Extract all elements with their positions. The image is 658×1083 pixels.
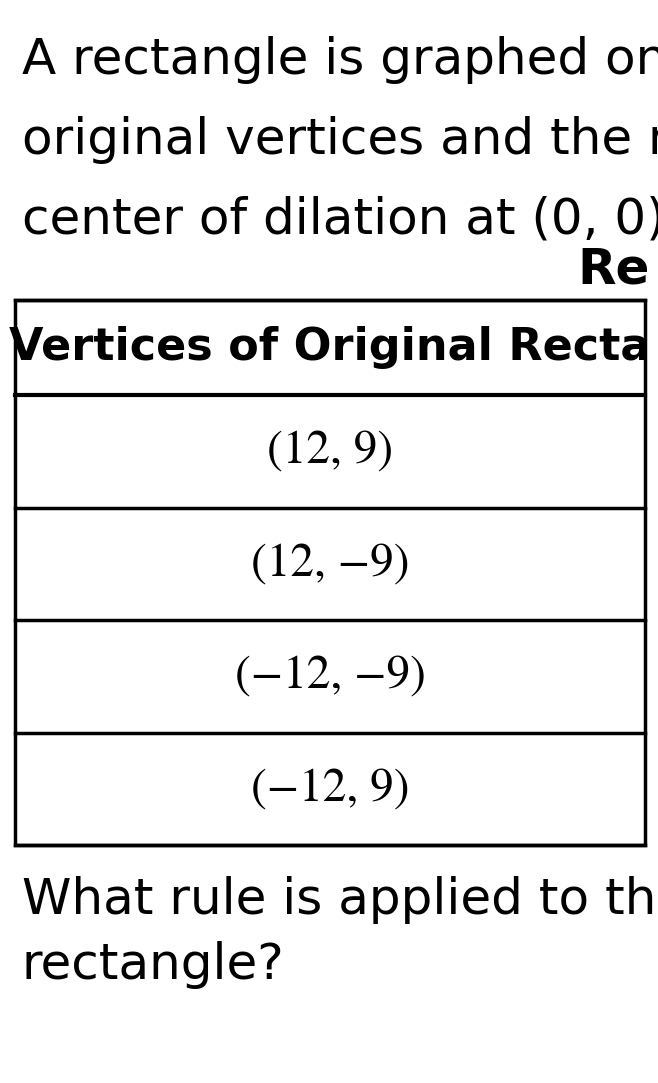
Text: Re: Re [578,246,650,293]
Text: What rule is applied to the o: What rule is applied to the o [22,876,658,924]
Text: original vertices and the nev: original vertices and the nev [22,116,658,164]
Text: rectangle?: rectangle? [22,941,285,989]
Text: (12, −9): (12, −9) [251,543,409,585]
Text: Vertices of Original Recta: Vertices of Original Recta [9,326,651,369]
Text: center of dilation at (0, 0) is: center of dilation at (0, 0) is [22,196,658,244]
Text: (−12, 9): (−12, 9) [251,768,409,810]
Text: (12, 9): (12, 9) [267,430,393,472]
Text: A rectangle is graphed on a: A rectangle is graphed on a [22,36,658,84]
Bar [15,300,645,845]
Text: (−12, −9): (−12, −9) [234,655,426,697]
